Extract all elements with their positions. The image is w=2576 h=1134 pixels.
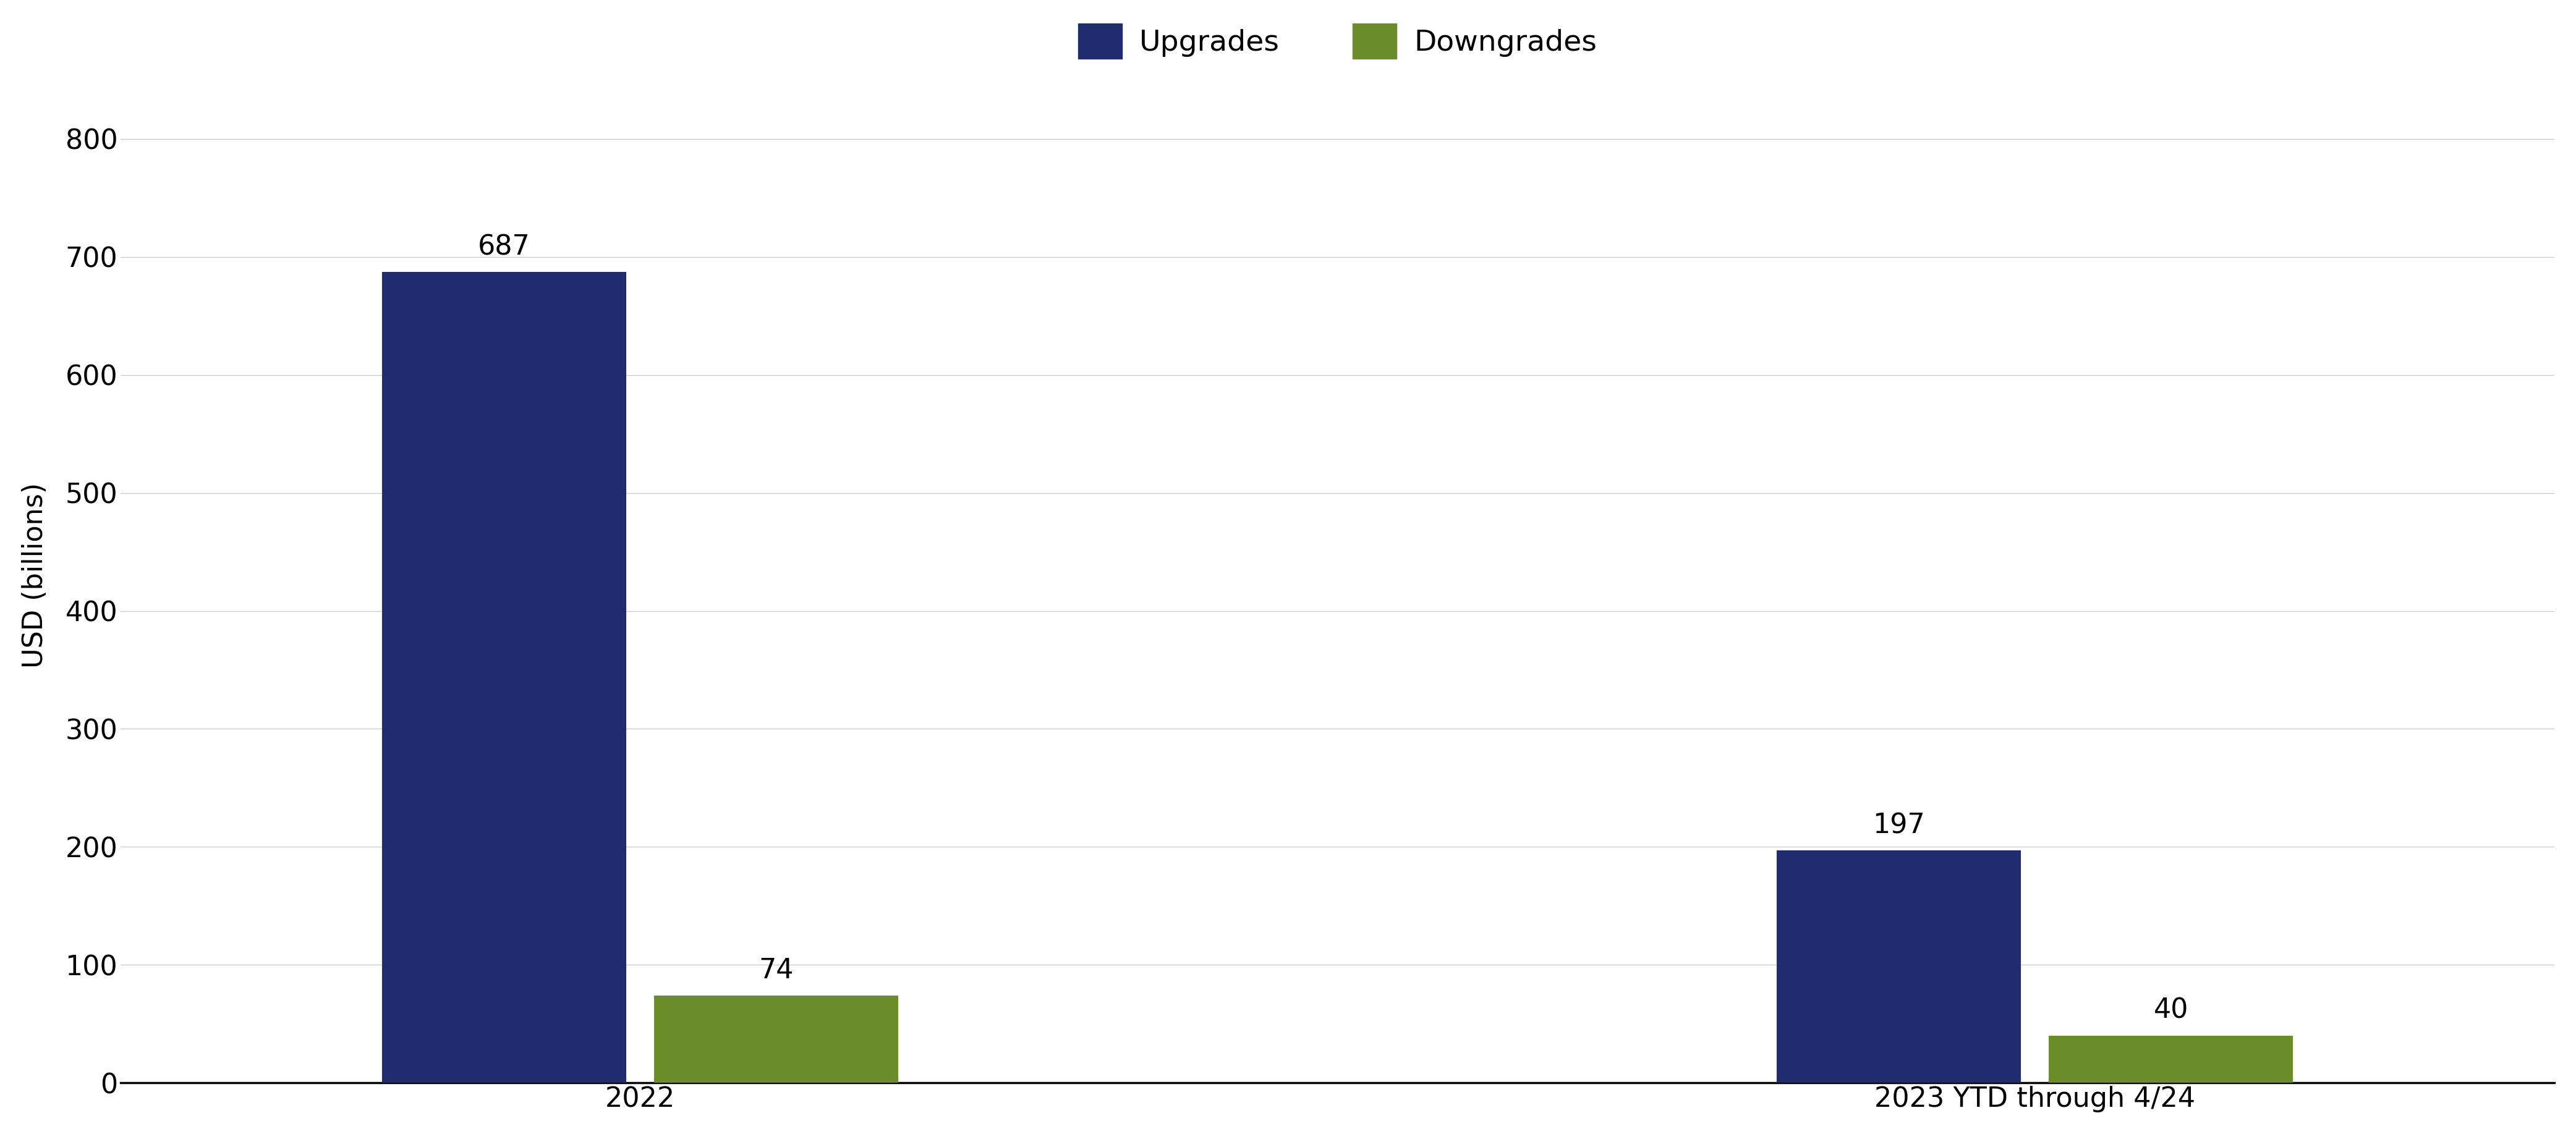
Bar [1777, 850, 2022, 1083]
Bar [2048, 1035, 2293, 1083]
Text: 197: 197 [1873, 812, 1924, 839]
Y-axis label: USD (billions): USD (billions) [21, 483, 49, 668]
Text: 687: 687 [479, 234, 531, 261]
Bar [654, 996, 899, 1083]
Text: 74: 74 [760, 957, 793, 984]
Text: 40: 40 [2154, 998, 2190, 1024]
Bar [381, 272, 626, 1083]
Legend: Upgrades, Downgrades: Upgrades, Downgrades [1066, 11, 1607, 70]
